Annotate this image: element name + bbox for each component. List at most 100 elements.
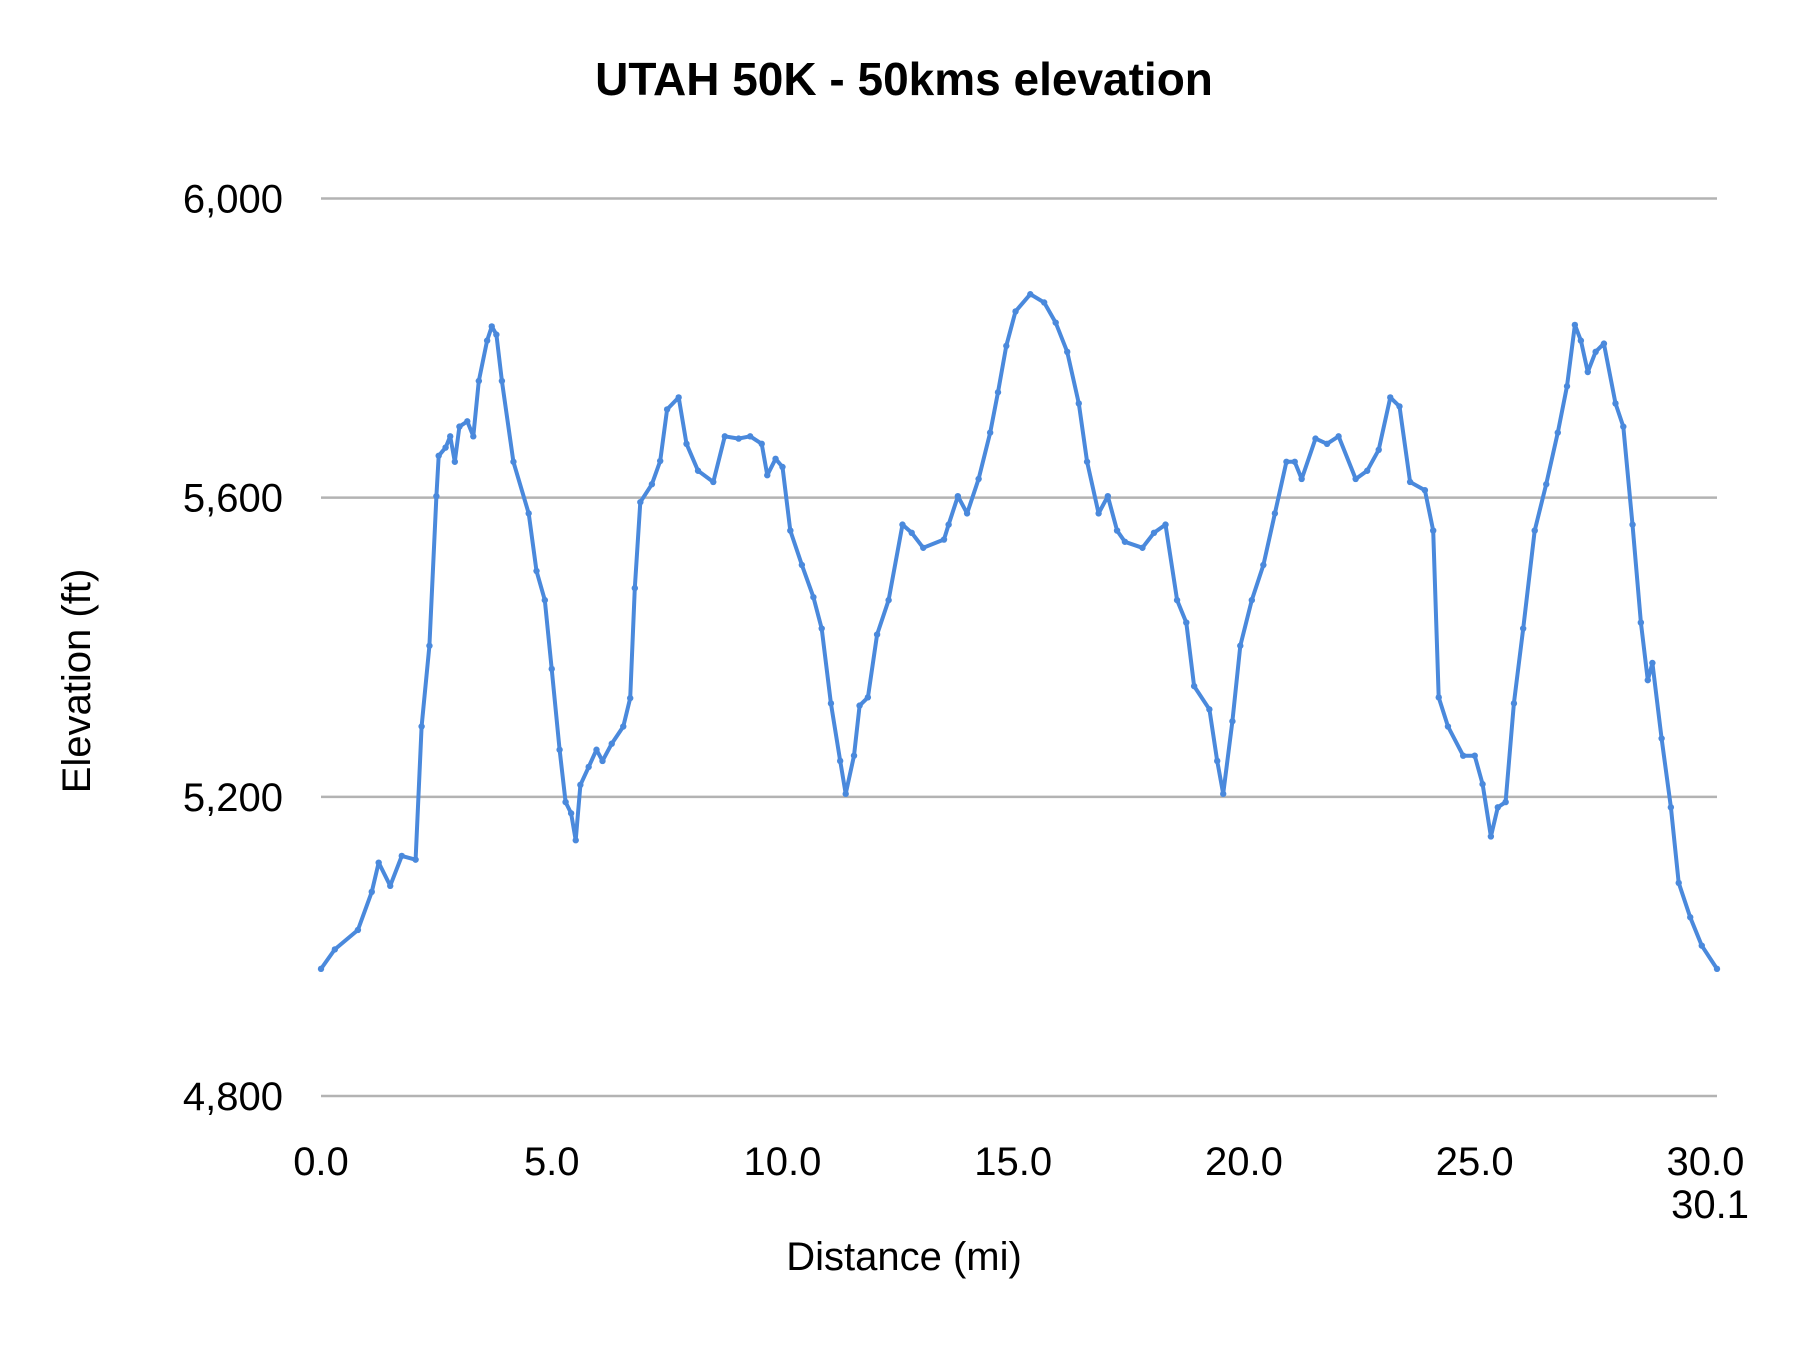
data-point	[1190, 682, 1198, 690]
data-point	[1435, 694, 1442, 701]
data-point	[1260, 561, 1267, 569]
data-point	[1298, 475, 1305, 483]
data-point	[1600, 340, 1608, 347]
data-point	[435, 452, 442, 459]
data-point	[975, 475, 982, 483]
data-point	[899, 521, 906, 528]
data-point	[572, 837, 579, 844]
data-point	[585, 763, 592, 771]
data-point	[885, 596, 892, 604]
data-point	[675, 394, 682, 401]
series-line	[319, 292, 1719, 971]
data-point	[475, 377, 483, 385]
data-point	[648, 481, 656, 488]
data-point	[331, 946, 339, 953]
data-point	[1649, 659, 1656, 667]
data-point	[1283, 458, 1290, 465]
data-point	[798, 561, 806, 569]
x-tick-label: 10.0	[744, 1140, 822, 1184]
data-point	[1687, 914, 1694, 921]
data-point	[412, 856, 419, 863]
data-point	[920, 544, 927, 551]
data-point	[1139, 544, 1146, 551]
data-point	[567, 810, 575, 817]
data-point	[577, 781, 584, 789]
data-point	[721, 433, 729, 440]
data-point	[1387, 394, 1394, 401]
x-tick-label: 30.1	[1671, 1183, 1749, 1227]
data-point	[1075, 400, 1082, 407]
data-point	[593, 746, 600, 753]
y-axis-ticks: 4,800 5,200 5,600 6,000	[183, 178, 283, 1120]
data-point	[1713, 965, 1721, 973]
x-tick-label: 20.0	[1205, 1140, 1283, 1184]
x-axis-title: Distance (mi)	[786, 1235, 1022, 1279]
data-point	[1012, 308, 1019, 315]
data-point	[533, 567, 540, 575]
data-point	[850, 752, 858, 759]
data-point	[856, 702, 863, 709]
data-point	[818, 625, 825, 632]
data-point	[456, 423, 463, 430]
data-point	[1150, 529, 1158, 537]
data-point	[426, 642, 433, 649]
data-point	[908, 529, 915, 537]
data-point	[1291, 458, 1298, 465]
data-point	[1040, 299, 1048, 306]
data-point	[447, 433, 454, 440]
data-point	[510, 458, 517, 465]
data-point	[1519, 625, 1527, 632]
data-point	[746, 433, 754, 440]
y-tick-label: 6,000	[183, 178, 283, 222]
data-point	[1027, 291, 1034, 298]
data-point	[1592, 348, 1599, 356]
data-point	[1083, 458, 1091, 465]
data-point	[842, 790, 849, 798]
y-axis-title: Elevation (ft)	[55, 569, 99, 794]
data-point	[548, 665, 555, 673]
data-point	[1323, 440, 1331, 448]
data-point	[1479, 780, 1486, 788]
data-point	[637, 498, 644, 506]
data-point	[488, 323, 495, 330]
data-point	[1471, 752, 1478, 759]
data-point	[810, 593, 817, 601]
data-point	[451, 458, 459, 465]
x-axis-ticks: 0.0 5.0 10.0 15.0 20.0 25.0 30.030.1	[293, 1140, 1749, 1227]
data-point	[1658, 735, 1665, 742]
data-point	[1229, 718, 1236, 725]
data-point	[1429, 527, 1437, 534]
data-point	[1237, 642, 1244, 649]
data-point	[525, 510, 532, 517]
data-point	[1421, 486, 1429, 494]
data-point	[1214, 757, 1221, 765]
data-point	[1352, 475, 1359, 483]
data-point	[556, 746, 563, 753]
data-point	[1554, 429, 1561, 436]
data-point	[1444, 723, 1452, 730]
data-point	[1510, 700, 1518, 707]
data-point	[493, 331, 500, 338]
data-point	[562, 798, 569, 806]
data-point	[1375, 446, 1382, 453]
data-point	[1675, 879, 1682, 887]
data-point	[433, 492, 440, 500]
data-point	[758, 440, 765, 448]
data-point	[498, 377, 506, 385]
data-point	[464, 418, 471, 425]
data-point	[483, 337, 491, 344]
data-point	[1220, 790, 1227, 798]
data-point	[1248, 596, 1256, 604]
data-point	[1577, 337, 1585, 344]
data-point	[1563, 383, 1571, 390]
data-point	[940, 536, 948, 543]
data-point	[787, 527, 794, 534]
data-point	[1183, 619, 1190, 626]
data-point	[1162, 521, 1169, 528]
data-point	[1459, 752, 1467, 759]
data-point	[772, 455, 779, 462]
y-tick-label: 4,800	[183, 1075, 283, 1119]
data-point	[1620, 423, 1627, 430]
data-point	[1064, 348, 1071, 356]
